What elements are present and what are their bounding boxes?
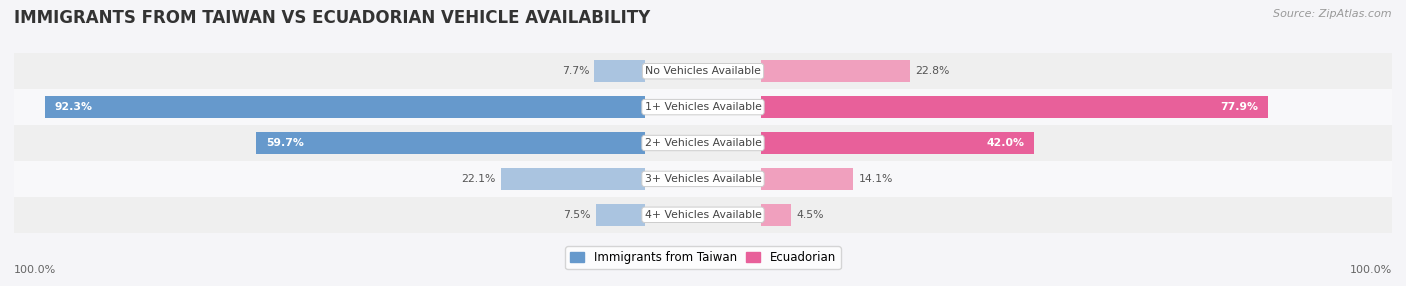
- Bar: [762, 168, 853, 190]
- Text: No Vehicles Available: No Vehicles Available: [645, 66, 761, 76]
- Text: 4.5%: 4.5%: [796, 210, 824, 220]
- Text: Source: ZipAtlas.com: Source: ZipAtlas.com: [1274, 9, 1392, 19]
- FancyBboxPatch shape: [14, 53, 1392, 89]
- Bar: [762, 132, 1035, 154]
- Bar: [45, 96, 644, 118]
- Text: 7.5%: 7.5%: [562, 210, 591, 220]
- Text: 59.7%: 59.7%: [266, 138, 304, 148]
- Text: 42.0%: 42.0%: [987, 138, 1025, 148]
- Text: 1+ Vehicles Available: 1+ Vehicles Available: [644, 102, 762, 112]
- Bar: [762, 204, 790, 226]
- Bar: [762, 60, 910, 82]
- Text: 2+ Vehicles Available: 2+ Vehicles Available: [644, 138, 762, 148]
- FancyBboxPatch shape: [14, 89, 1392, 125]
- Text: 3+ Vehicles Available: 3+ Vehicles Available: [644, 174, 762, 184]
- Bar: [596, 204, 644, 226]
- Text: IMMIGRANTS FROM TAIWAN VS ECUADORIAN VEHICLE AVAILABILITY: IMMIGRANTS FROM TAIWAN VS ECUADORIAN VEH…: [14, 9, 651, 27]
- Text: 92.3%: 92.3%: [55, 102, 93, 112]
- Bar: [501, 168, 644, 190]
- Text: 4+ Vehicles Available: 4+ Vehicles Available: [644, 210, 762, 220]
- Text: 22.8%: 22.8%: [915, 66, 949, 76]
- Bar: [595, 60, 644, 82]
- FancyBboxPatch shape: [14, 197, 1392, 233]
- Legend: Immigrants from Taiwan, Ecuadorian: Immigrants from Taiwan, Ecuadorian: [565, 247, 841, 269]
- Bar: [762, 96, 1268, 118]
- Text: 22.1%: 22.1%: [461, 174, 496, 184]
- Text: 100.0%: 100.0%: [1350, 265, 1392, 275]
- FancyBboxPatch shape: [14, 161, 1392, 197]
- Text: 77.9%: 77.9%: [1220, 102, 1258, 112]
- Text: 7.7%: 7.7%: [562, 66, 589, 76]
- FancyBboxPatch shape: [14, 125, 1392, 161]
- Text: 14.1%: 14.1%: [858, 174, 893, 184]
- Text: 100.0%: 100.0%: [14, 265, 56, 275]
- Bar: [256, 132, 644, 154]
